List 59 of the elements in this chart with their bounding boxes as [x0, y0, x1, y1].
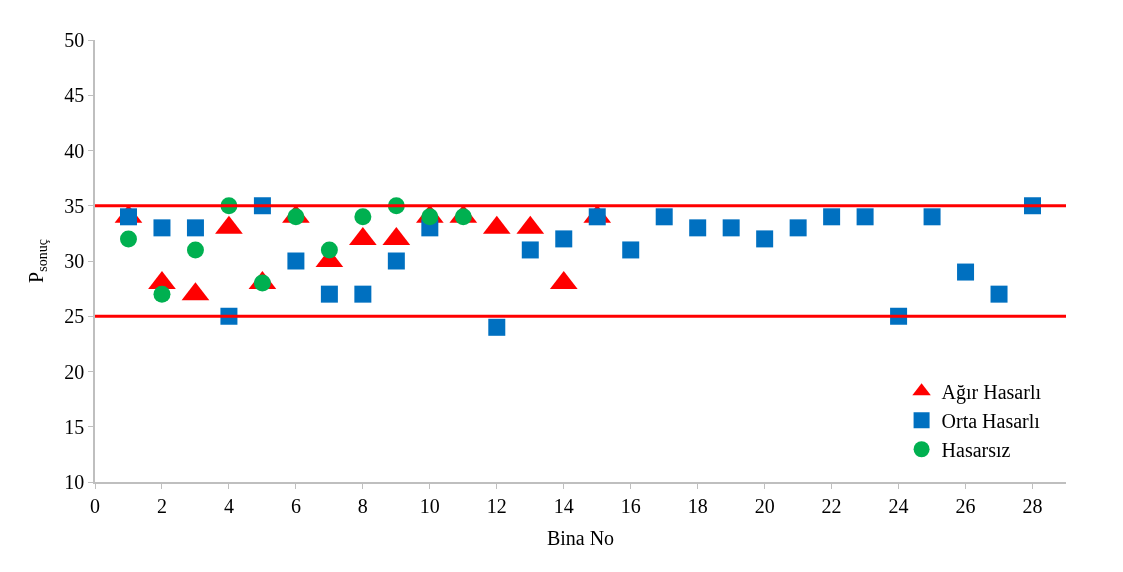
y-tick-label: 15 [64, 415, 85, 438]
point [588, 208, 606, 226]
legend-label: Hasarsız [941, 439, 1011, 462]
point [153, 219, 171, 237]
point [756, 230, 774, 248]
x-tick-label: 16 [620, 494, 641, 517]
point [488, 318, 506, 336]
point [689, 219, 707, 237]
x-tick-label: 20 [754, 494, 775, 517]
y-tick-label: 40 [64, 139, 85, 162]
point [454, 208, 472, 226]
x-tick-label: 14 [553, 494, 574, 517]
x-tick-label: 4 [223, 494, 234, 517]
point [923, 208, 941, 226]
x-tick-label: 24 [888, 494, 909, 517]
point [119, 208, 137, 226]
point [957, 263, 975, 281]
x-tick-label: 22 [821, 494, 842, 517]
point [789, 219, 807, 237]
x-tick-label: 12 [486, 494, 507, 517]
point [856, 208, 874, 226]
point [287, 208, 305, 226]
point [186, 219, 204, 237]
x-tick-label: 6 [290, 494, 301, 517]
x-tick-label: 8 [357, 494, 368, 517]
point [823, 208, 841, 226]
x-tick-label: 2 [156, 494, 167, 517]
y-tick-label: 10 [64, 471, 85, 493]
point [990, 285, 1008, 303]
x-tick-label: 28 [1022, 494, 1043, 517]
point [354, 208, 372, 226]
point [421, 208, 439, 226]
x-tick-label: 10 [419, 494, 440, 517]
legend-label: Orta Hasarlı [941, 410, 1041, 433]
point [722, 219, 740, 237]
point [555, 230, 573, 248]
y-tick-label: 45 [64, 84, 85, 107]
point [655, 208, 673, 226]
x-axis-title: Bina No [546, 526, 615, 549]
point [320, 285, 338, 303]
point [153, 285, 171, 303]
point [320, 241, 338, 259]
legend-label: Ağır Hasarlı [941, 381, 1042, 405]
point [354, 285, 372, 303]
x-tick-label: 18 [687, 494, 708, 517]
point [521, 241, 539, 259]
point [186, 241, 204, 259]
point [622, 241, 640, 259]
point [119, 230, 137, 248]
x-tick-label: 26 [955, 494, 976, 517]
point [387, 252, 405, 270]
point [287, 252, 305, 270]
y-tick-label: 35 [64, 194, 85, 217]
x-tick-label: 0 [90, 494, 100, 517]
y-tick-label: 25 [64, 305, 85, 328]
y-tick-label: 30 [64, 250, 85, 272]
y-tick-label: 50 [64, 29, 85, 51]
y-tick-label: 20 [64, 360, 85, 383]
point [253, 274, 271, 292]
